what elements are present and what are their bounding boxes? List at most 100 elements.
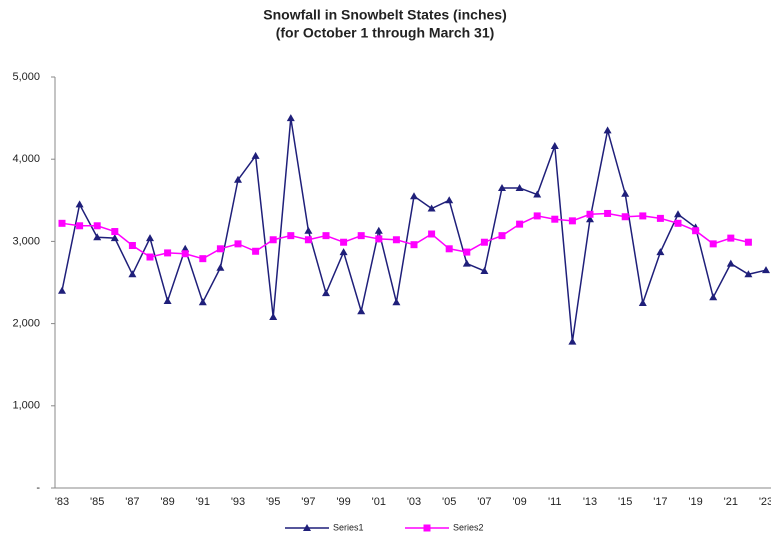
legend-marker — [423, 524, 431, 532]
data-point — [286, 114, 295, 122]
x-tick-label: '03 — [407, 496, 421, 508]
data-point — [603, 126, 612, 134]
data-point — [251, 151, 260, 159]
data-point — [744, 270, 753, 278]
x-tick-label: '89 — [160, 496, 174, 508]
data-point — [164, 249, 172, 257]
data-point — [709, 293, 718, 301]
y-tick-label: 4,000 — [12, 153, 40, 165]
data-point — [76, 222, 84, 230]
data-point — [480, 266, 489, 274]
data-point — [428, 230, 436, 238]
data-point — [357, 307, 366, 315]
x-tick-label: '97 — [301, 496, 315, 508]
data-point — [375, 235, 383, 243]
data-point — [656, 214, 664, 222]
x-tick-label: '83 — [55, 496, 69, 508]
y-tick-label: 3,000 — [12, 235, 40, 247]
data-point — [269, 236, 277, 244]
x-tick-label: '93 — [231, 496, 245, 508]
x-tick-label: '99 — [336, 496, 350, 508]
x-tick-label: '85 — [90, 496, 104, 508]
data-point — [516, 220, 524, 228]
data-point — [727, 234, 735, 242]
data-point — [199, 255, 207, 263]
data-point — [604, 209, 612, 217]
chart-subtitle: (for October 1 through March 31) — [276, 25, 495, 41]
data-point — [709, 240, 717, 248]
data-point — [357, 232, 365, 240]
x-tick-label: '95 — [266, 496, 280, 508]
data-point — [692, 227, 700, 235]
data-point — [216, 263, 225, 271]
data-point — [533, 190, 542, 198]
data-point — [586, 210, 594, 218]
data-point — [638, 299, 647, 307]
data-point — [621, 213, 629, 221]
data-point — [163, 296, 172, 304]
data-point — [463, 248, 471, 256]
data-point — [287, 232, 295, 240]
series-line — [61, 117, 767, 342]
data-point — [726, 259, 735, 267]
x-tick-label: '21 — [724, 496, 738, 508]
data-point — [304, 226, 313, 234]
legend-marker — [303, 524, 311, 531]
data-point — [339, 248, 348, 256]
x-tick-label: '13 — [583, 496, 597, 508]
x-tick-label: '15 — [618, 496, 632, 508]
data-point — [181, 250, 189, 258]
data-point — [392, 298, 401, 306]
data-point — [128, 242, 136, 250]
data-point — [322, 232, 330, 240]
data-point — [340, 238, 348, 246]
data-point — [198, 298, 207, 306]
data-point — [58, 219, 66, 227]
data-point — [445, 245, 453, 253]
data-point — [410, 192, 418, 200]
data-point — [498, 232, 506, 240]
data-point — [480, 238, 488, 246]
data-point — [252, 247, 260, 255]
legend-label: Series1 — [333, 522, 364, 532]
y-tick-label: 5,000 — [12, 71, 40, 83]
data-point — [568, 217, 576, 225]
data-point — [146, 234, 154, 242]
data-point — [551, 215, 559, 223]
data-point — [304, 236, 312, 244]
data-point — [621, 189, 630, 197]
x-tick-label: '23 — [759, 496, 771, 508]
data-point — [93, 222, 101, 230]
data-point — [568, 337, 577, 345]
y-tick-label: 2,000 — [12, 318, 40, 330]
data-point — [110, 234, 119, 242]
data-point — [674, 219, 682, 227]
data-point — [674, 210, 682, 218]
data-point — [586, 215, 594, 223]
data-point — [128, 270, 137, 278]
data-point — [498, 183, 506, 191]
data-point — [234, 240, 242, 248]
x-tick-label: '01 — [372, 496, 386, 508]
data-point — [410, 241, 418, 249]
data-point — [392, 236, 400, 244]
x-tick-label: '19 — [688, 496, 702, 508]
legend-label: Series2 — [453, 522, 484, 532]
data-point — [656, 248, 665, 256]
data-point — [515, 183, 524, 191]
data-point — [533, 212, 541, 220]
chart-title: Snowfall in Snowbelt States (inches) — [263, 7, 506, 23]
data-point — [75, 200, 84, 208]
data-point — [181, 244, 190, 252]
data-point — [58, 286, 66, 294]
data-point — [762, 266, 770, 274]
y-tick-label: 1,000 — [12, 400, 40, 412]
series-line — [61, 212, 749, 260]
data-point — [427, 204, 436, 212]
x-tick-label: '09 — [512, 496, 526, 508]
y-tick-label: - — [36, 482, 40, 494]
data-point — [374, 226, 383, 234]
x-tick-label: '91 — [196, 496, 210, 508]
data-point — [269, 313, 278, 321]
x-tick-label: '17 — [653, 496, 667, 508]
